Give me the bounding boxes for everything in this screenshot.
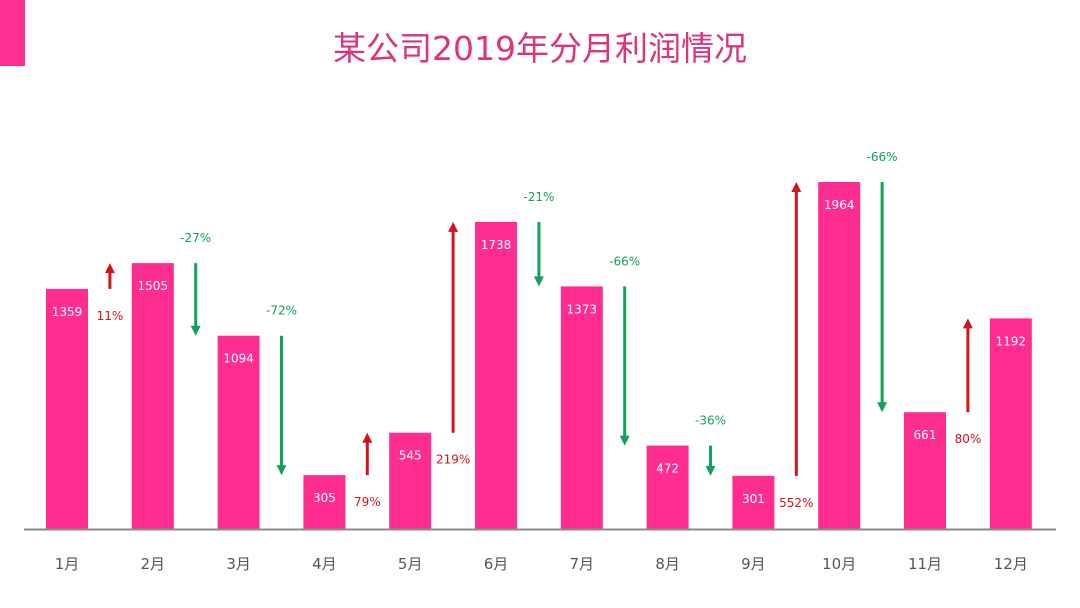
- bar-value-label: 545: [399, 449, 422, 463]
- bar: [646, 445, 689, 529]
- bar: [732, 475, 775, 529]
- bar-value-label: 305: [313, 491, 336, 505]
- x-tick-label: 7月: [570, 555, 595, 573]
- accent-block: [0, 0, 25, 66]
- chart-title: 某公司2019年分月利润情况: [333, 29, 747, 68]
- bar-value-label: 1373: [567, 302, 598, 316]
- bar-value-label: 1094: [223, 352, 254, 366]
- up-arrowhead: [104, 263, 115, 274]
- x-tick-label: 4月: [312, 555, 337, 573]
- bar: [303, 475, 346, 529]
- bar-value-label: 1964: [824, 198, 855, 212]
- x-tick-label: 1月: [55, 555, 80, 573]
- change-label: -66%: [609, 254, 640, 268]
- up-arrowhead: [448, 221, 459, 232]
- change-label: -72%: [266, 304, 297, 318]
- down-arrowhead: [276, 465, 287, 476]
- bar: [131, 263, 174, 529]
- bar: [46, 288, 88, 529]
- bar: [475, 221, 517, 529]
- x-tick-label: 6月: [484, 555, 509, 573]
- x-tick-label: 9月: [741, 555, 766, 573]
- bar-value-label: 1359: [52, 305, 83, 319]
- x-tick-label: 2月: [141, 555, 166, 573]
- bar: [818, 182, 861, 529]
- up-arrowhead: [362, 432, 373, 443]
- bar-value-label: 1505: [138, 279, 169, 293]
- bar-value-label: 661: [914, 428, 937, 442]
- down-arrowhead: [619, 435, 630, 446]
- change-label: -36%: [695, 414, 726, 428]
- x-tick-label: 3月: [226, 555, 251, 573]
- x-tick-label: 11月: [908, 555, 942, 573]
- down-arrowhead: [190, 325, 201, 336]
- change-label: 79%: [354, 495, 381, 509]
- change-label: -21%: [523, 190, 554, 204]
- bar: [389, 432, 432, 529]
- bar-value-label: 1192: [996, 334, 1027, 348]
- change-label: 80%: [955, 432, 982, 446]
- bar: [904, 412, 946, 529]
- change-label: -66%: [867, 150, 898, 164]
- x-tick-label: 8月: [655, 555, 680, 573]
- change-label: 219%: [436, 453, 470, 467]
- x-tick-label: 12月: [994, 555, 1028, 573]
- bar: [217, 335, 260, 529]
- up-arrowhead: [962, 318, 973, 329]
- bar: [989, 318, 1032, 529]
- change-label: 552%: [779, 496, 813, 510]
- down-arrowhead: [533, 276, 544, 287]
- bar-value-label: 1738: [481, 238, 512, 252]
- bar: [560, 286, 603, 529]
- down-arrowhead: [877, 402, 888, 413]
- x-tick-label: 5月: [398, 555, 423, 573]
- bar-value-label: 301: [742, 492, 765, 506]
- bar-value-label: 472: [656, 462, 679, 476]
- down-arrowhead: [705, 465, 716, 476]
- x-tick-label: 10月: [822, 555, 856, 573]
- change-label: 11%: [97, 309, 124, 323]
- up-arrowhead: [791, 182, 802, 192]
- change-label: -27%: [180, 231, 211, 245]
